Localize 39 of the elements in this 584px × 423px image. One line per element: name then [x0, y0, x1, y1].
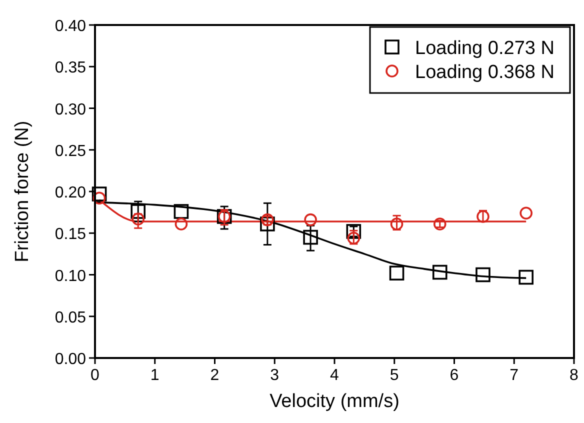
y-tick-label: 0.15	[54, 226, 86, 244]
y-tick-label: 0.20	[54, 184, 86, 202]
point	[174, 218, 188, 230]
point	[518, 270, 534, 285]
y-axis-title: Friction force (N)	[12, 120, 33, 262]
point	[132, 212, 145, 226]
legend-label: Loading 0.273 N	[415, 38, 554, 59]
point	[174, 204, 189, 219]
point	[432, 264, 448, 280]
point	[303, 230, 318, 245]
x-tick-label: 1	[150, 367, 160, 384]
point	[389, 266, 404, 280]
y-tick-label: 0.05	[54, 309, 86, 326]
point	[476, 267, 490, 282]
y-tick-label: 0.40	[54, 18, 86, 35]
x-tick-label: 2	[210, 367, 220, 384]
y-tick-label: 0.25	[54, 142, 86, 160]
point	[520, 206, 532, 220]
x-tick-label: 6	[450, 367, 459, 384]
point	[261, 213, 274, 226]
legend-label: Loading 0.368 N	[415, 62, 554, 83]
point	[130, 204, 146, 219]
x-tick-label: 5	[390, 367, 399, 384]
x-axis-title: Velocity (mm/s)	[270, 391, 400, 412]
x-tick-label: 4	[330, 367, 340, 384]
y-tick-label: 0.35	[54, 60, 86, 77]
point	[92, 186, 107, 202]
point	[92, 192, 106, 205]
x-tick-label: 3	[270, 367, 280, 384]
y-tick-label: 0.30	[54, 101, 86, 118]
y-tick-label: 0.00	[54, 351, 86, 368]
y-tick-label: 0.10	[54, 268, 86, 285]
point	[260, 216, 275, 232]
point	[346, 224, 362, 239]
x-tick-label: 8	[570, 367, 579, 384]
x-tick-label: 0	[90, 367, 100, 384]
point	[390, 218, 404, 230]
point	[304, 213, 317, 226]
x-tick-label: 7	[510, 367, 519, 384]
